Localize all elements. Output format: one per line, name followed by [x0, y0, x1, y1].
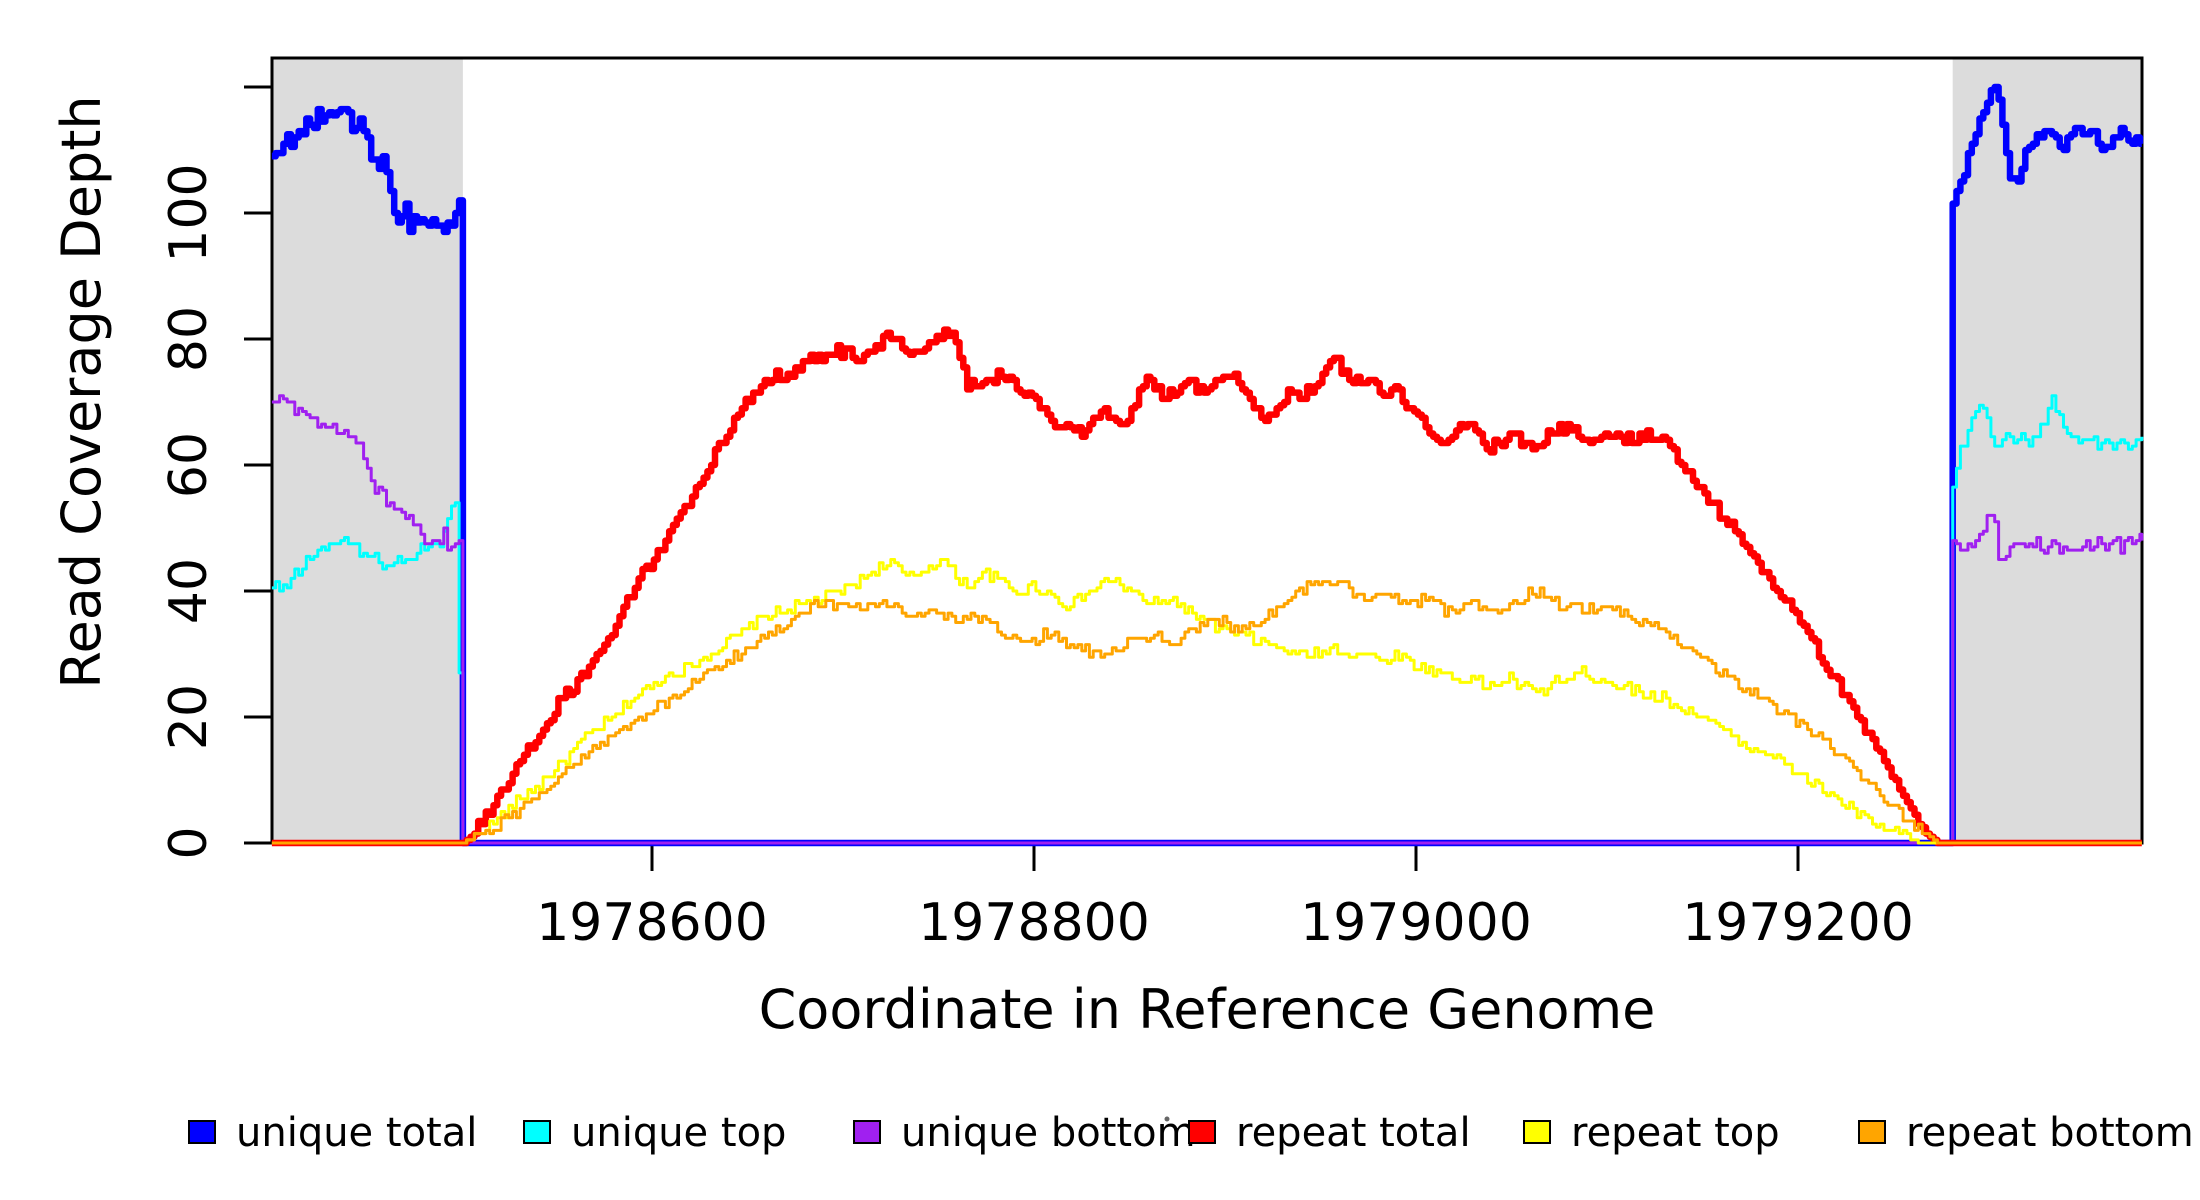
legend-swatch-unique-top: [523, 1120, 551, 1144]
legend-label-repeat-total: repeat total: [1236, 1110, 1471, 1156]
legend-swatch-repeat-top: [1523, 1120, 1551, 1144]
y-axis-tick-label: 0: [159, 826, 219, 859]
series-line-repeat-total: [271, 326, 2144, 847]
shaded-region-right: [1952, 58, 2142, 843]
legend-swatch-unique-bottom: [853, 1120, 881, 1144]
x-axis-tick-label: 1979000: [1300, 893, 1532, 953]
legend-label-unique-top: unique top: [571, 1110, 786, 1156]
y-axis-tick-label: 20: [159, 684, 219, 750]
x-axis-title: Coordinate in Reference Genome: [759, 978, 1656, 1041]
stray-dot-artifact: [1164, 1116, 1170, 1122]
shaded-region-left: [271, 58, 463, 843]
x-axis-tick-label: 1978800: [918, 893, 1150, 953]
legend-label-repeat-top: repeat top: [1571, 1110, 1780, 1156]
legend-label-repeat-bottom: repeat bottom: [1906, 1110, 2194, 1156]
x-axis-tick-label: 1978600: [536, 893, 768, 953]
series-line-repeat-bottom: [271, 580, 2142, 845]
y-axis-title: Read Coverage Depth: [50, 95, 113, 688]
series-line-repeat-top: [271, 558, 2142, 845]
y-axis-tick-label: 40: [159, 558, 219, 624]
legend-swatch-repeat-total: [1188, 1120, 1216, 1144]
x-axis-tick-label: 1979200: [1682, 893, 1914, 953]
y-axis-tick-label: 100: [159, 163, 219, 262]
legend-swatch-repeat-bottom: [1858, 1120, 1886, 1144]
y-axis-tick-label: 80: [159, 306, 219, 372]
legend-label-unique-total: unique total: [236, 1110, 477, 1156]
series-line-unique-total: [271, 83, 2144, 847]
legend-label-unique-bottom: unique bottom: [901, 1110, 1196, 1156]
y-axis-tick-label: 60: [159, 432, 219, 498]
legend-swatch-unique-total: [188, 1120, 216, 1144]
